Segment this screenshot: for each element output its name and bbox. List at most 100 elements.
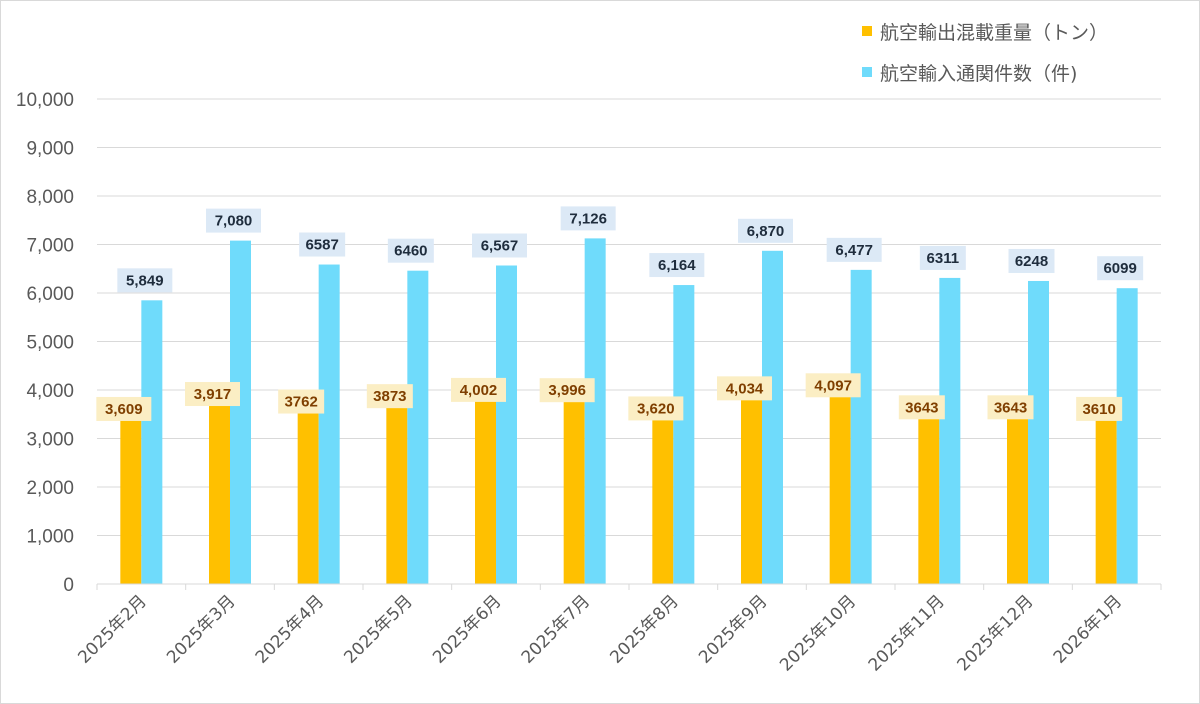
- data-label-import-declarations: 6,870: [747, 223, 785, 240]
- data-label-import-declarations: 6099: [1103, 260, 1136, 277]
- data-label-export-weight-bg: [717, 376, 772, 401]
- data-label-import-declarations: 6,164: [658, 257, 696, 274]
- x-tick-label: 2025年9月: [695, 591, 771, 667]
- data-label-import-declarations-bg: [1097, 256, 1144, 281]
- bar-export-weight: [209, 394, 230, 584]
- bar-export-weight: [829, 385, 851, 584]
- y-tick-label: 0: [63, 575, 74, 596]
- legend-swatch: [862, 26, 872, 36]
- data-label-import-declarations-bg: [117, 268, 173, 293]
- data-label-import-declarations: 5,849: [126, 272, 164, 289]
- y-tick-label: 2,000: [26, 478, 74, 499]
- data-label-export-weight-bg: [539, 378, 595, 403]
- bar-export-weight: [386, 396, 408, 584]
- data-label-import-declarations: 7,080: [215, 213, 253, 230]
- bar-import-declarations: [762, 250, 783, 584]
- bar-import-declarations: [1116, 288, 1138, 584]
- data-label-import-declarations-bg: [738, 218, 793, 243]
- bar-import-declarations: [230, 240, 251, 584]
- data-label-import-declarations-bg: [919, 245, 966, 270]
- y-tick-label: 5,000: [26, 333, 74, 354]
- data-label-export-weight-bg: [987, 395, 1034, 420]
- data-label-import-declarations: 6587: [305, 237, 338, 254]
- data-label-import-declarations-bg: [472, 233, 527, 258]
- data-label-export-weight: 4,002: [460, 382, 498, 399]
- bar-import-declarations: [939, 277, 961, 584]
- x-tick-label: 2025年8月: [606, 591, 682, 667]
- gridlines: [97, 98, 1161, 536]
- data-label-export-weight: 4,097: [814, 377, 852, 394]
- bar-export-weight: [1095, 408, 1117, 584]
- data-label-export-weight: 3762: [284, 394, 317, 411]
- legend-label: 航空輸入通関件数（件): [880, 63, 1077, 85]
- data-label-export-weight: 3610: [1082, 401, 1115, 418]
- data-label-import-declarations-bg: [206, 208, 261, 233]
- y-tick-label: 10,000: [16, 90, 74, 111]
- bar-import-declarations: [407, 270, 429, 584]
- y-tick-label: 4,000: [26, 381, 74, 402]
- data-label-export-weight-bg: [96, 396, 152, 421]
- data-label-import-declarations: 6460: [394, 243, 427, 260]
- data-label-export-weight-bg: [628, 396, 684, 421]
- bar-export-weight: [918, 407, 940, 584]
- y-axis-ticks: 0 1,000 2,000 3,000 4,000 5,000 6,000 7,000 8,00…: [16, 90, 74, 596]
- legend: 航空輸出混載重量（トン） 航空輸入通関件数（件): [862, 22, 1108, 85]
- x-tick-label: 2025年10月: [776, 591, 860, 675]
- data-label-import-declarations-bg: [560, 206, 616, 231]
- x-tick-label: 2025年7月: [518, 591, 594, 667]
- bar-import-declarations: [673, 285, 695, 584]
- data-label-import-declarations: 6,567: [481, 238, 519, 255]
- bar-export-weight: [475, 389, 496, 584]
- data-label-export-weight: 3,996: [548, 382, 586, 399]
- x-tick-label: 2025年11月: [865, 591, 949, 675]
- x-tick-label: 2025年4月: [252, 591, 328, 667]
- data-label-export-weight-bg: [185, 382, 240, 407]
- x-tick-label: 2025年6月: [429, 591, 505, 667]
- x-tick-label: 2025年5月: [340, 591, 416, 667]
- data-label-import-declarations-bg: [649, 253, 705, 278]
- data-label-export-weight-bg: [366, 384, 413, 409]
- bars: [120, 238, 1138, 584]
- bar-import-declarations: [318, 264, 340, 584]
- x-tick-label: 2025年2月: [74, 591, 150, 667]
- data-label-import-declarations: 6248: [1015, 253, 1048, 270]
- y-tick-label: 6,000: [26, 284, 74, 305]
- y-tick-label: 9,000: [26, 139, 74, 160]
- data-label-import-declarations-bg: [826, 237, 882, 262]
- data-label-import-declarations-bg: [1008, 248, 1055, 273]
- data-label-export-weight: 3643: [905, 399, 938, 416]
- y-tick-label: 8,000: [26, 187, 74, 208]
- x-tick-label: 2025年12月: [953, 591, 1037, 675]
- bar-import-declarations: [584, 238, 606, 584]
- bar-export-weight: [1007, 407, 1028, 584]
- legend-label: 航空輸出混載重量（トン）: [880, 22, 1108, 44]
- y-tick-label: 7,000: [26, 236, 74, 257]
- data-label-export-weight: 3,620: [637, 400, 675, 417]
- bar-export-weight: [652, 408, 674, 584]
- data-label-export-weight-bg: [898, 395, 945, 420]
- data-label-import-declarations: 6311: [927, 250, 960, 267]
- data-label-export-weight: 3873: [373, 388, 406, 405]
- y-tick-label: 3,000: [26, 430, 74, 451]
- bar-export-weight: [297, 401, 319, 584]
- legend-swatch: [862, 67, 872, 77]
- data-label-import-declarations-bg: [299, 232, 346, 257]
- data-label-export-weight-bg: [278, 389, 325, 414]
- y-tick-label: 1,000: [26, 527, 74, 548]
- data-label-export-weight-bg: [1076, 396, 1123, 421]
- data-label-import-declarations-bg: [387, 238, 434, 263]
- x-tick-label: 2025年3月: [163, 591, 239, 667]
- data-label-export-weight-bg: [805, 373, 861, 398]
- bar-import-declarations: [496, 265, 517, 584]
- bar-import-declarations: [1028, 280, 1049, 584]
- data-label-export-weight: 3,609: [105, 401, 143, 418]
- data-label-import-declarations: 7,126: [569, 210, 607, 227]
- data-label-export-weight: 4,034: [726, 380, 764, 397]
- data-label-import-declarations: 6,477: [835, 242, 873, 259]
- x-axis: 2025年2月 2025年3月 2025年4月 2025年5月 2025年6月 2025年…: [74, 583, 1162, 675]
- data-labels: 3,609 5,849 3,917 7,080 3762 6587 3873 6460 4,00…: [96, 206, 1144, 421]
- data-label-export-weight: 3643: [994, 399, 1027, 416]
- bar-export-weight: [120, 408, 142, 584]
